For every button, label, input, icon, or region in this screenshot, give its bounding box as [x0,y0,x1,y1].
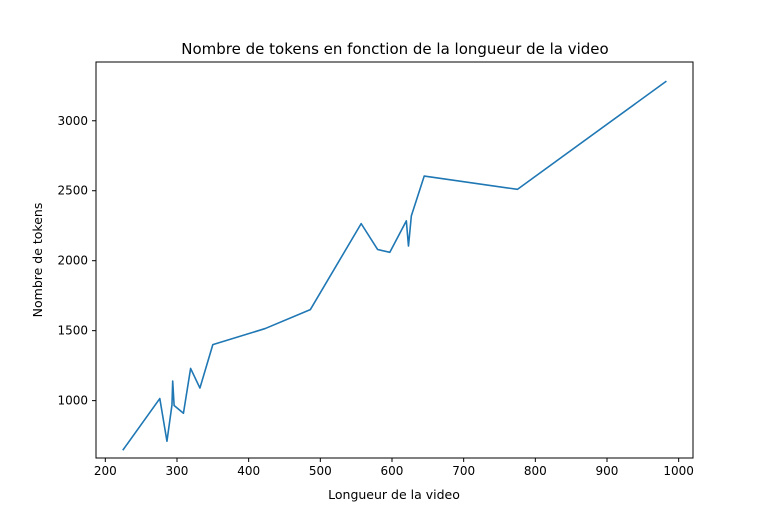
y-axis: 1000 1500 2000 2500 3000 [57,114,96,408]
x-tick-label: 800 [524,464,547,478]
y-axis-label: Nombre de tokens [30,203,45,318]
chart-title: Nombre de tokens en fonction de la longu… [181,40,608,58]
plot-area [122,80,667,451]
x-axis: 200 300 400 500 600 700 800 900 1000 [94,458,694,478]
x-tick-label: 500 [309,464,332,478]
x-tick-label: 600 [381,464,404,478]
x-axis-label: Longueur de la video [328,487,460,502]
series-line-0 [122,80,667,451]
x-tick-label: 1000 [663,464,694,478]
x-tick-label: 400 [237,464,260,478]
x-tick-label: 900 [596,464,619,478]
y-tick-label: 2500 [57,184,88,198]
y-tick-label: 1500 [57,324,88,338]
x-tick-label: 200 [94,464,117,478]
y-tick-label: 2000 [57,254,88,268]
x-tick-label: 300 [166,464,189,478]
plot-frame [95,61,694,459]
y-tick-label: 3000 [57,114,88,128]
y-tick-label: 1000 [57,394,88,408]
x-tick-label: 700 [452,464,475,478]
